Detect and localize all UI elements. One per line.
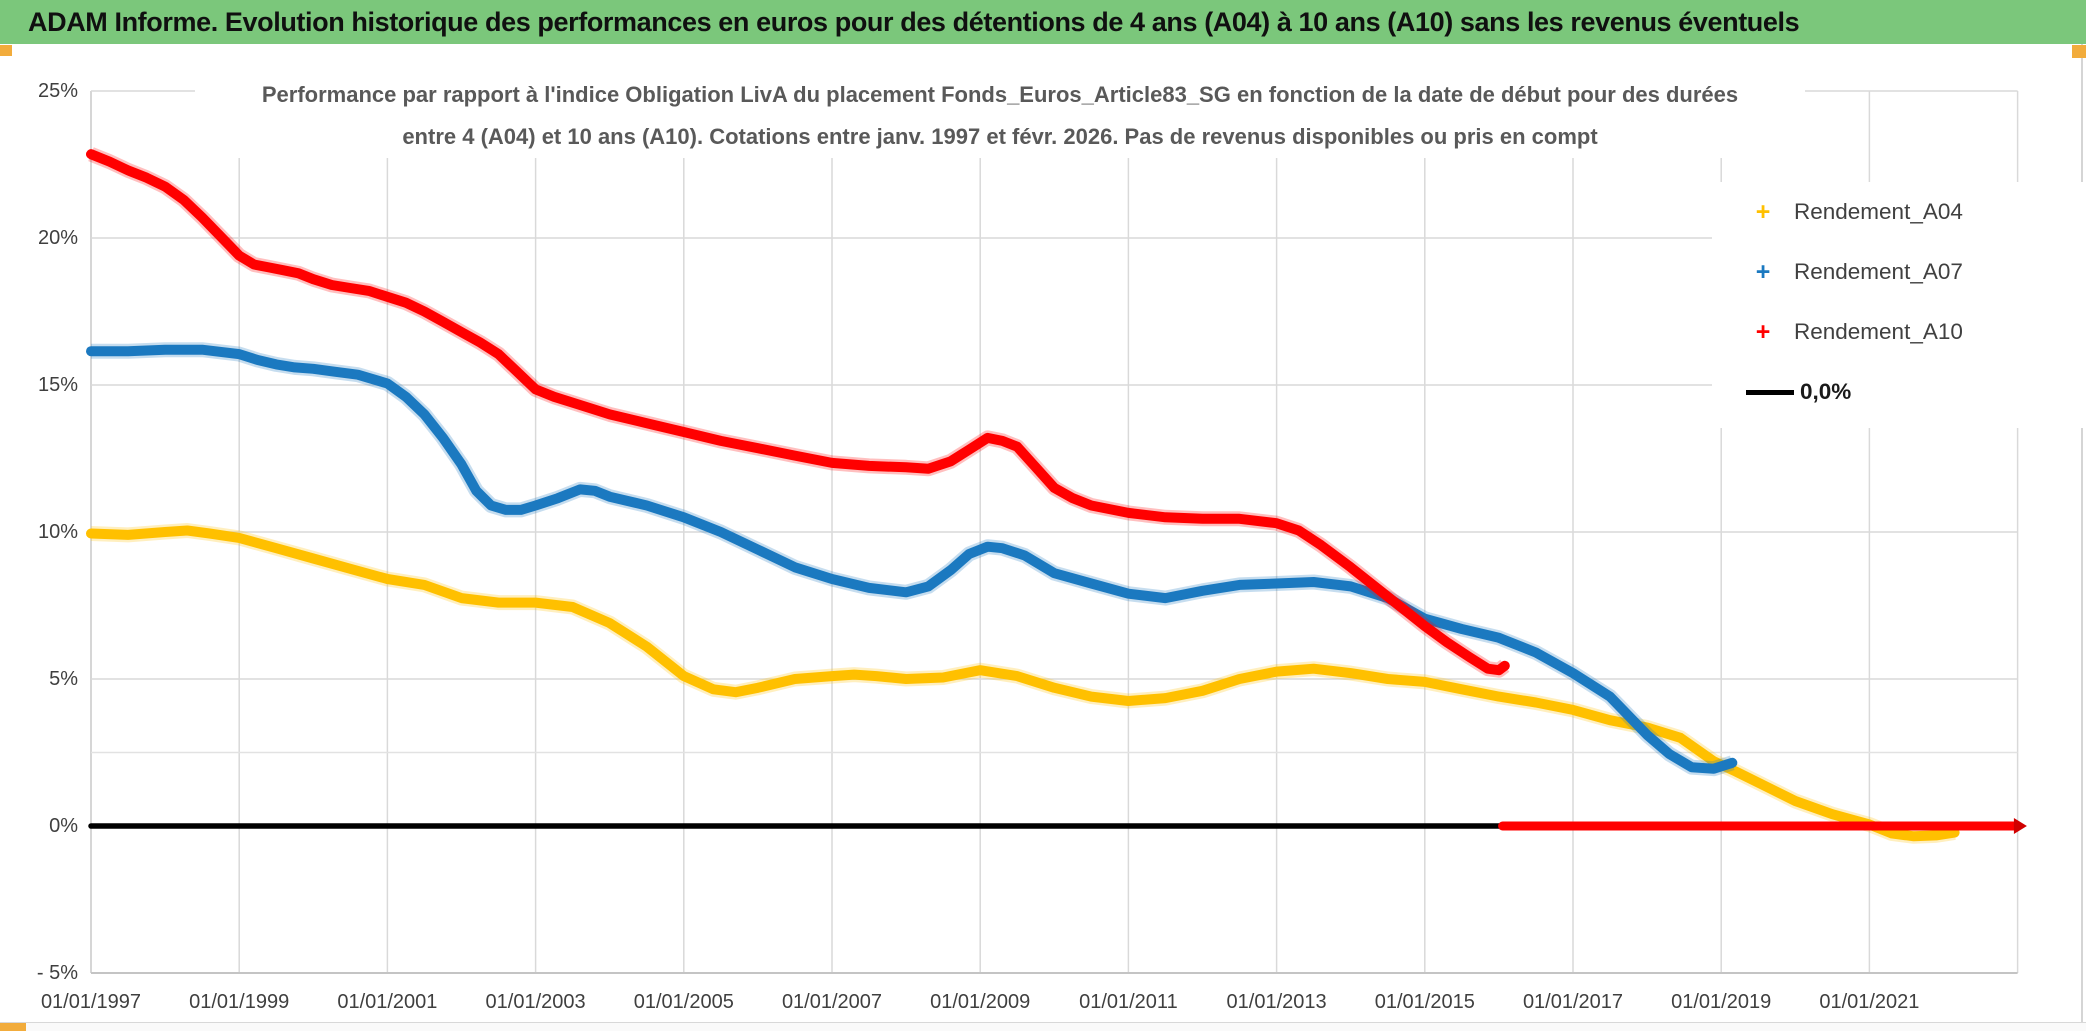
legend-label: Rendement_A04 [1794, 199, 1963, 224]
plus-marker-icon: + [1755, 317, 1771, 346]
chart-title: Performance par rapport à l'indice Oblig… [195, 74, 1805, 158]
y-axis-tick-label: 10% [37, 521, 78, 543]
legend-item-rendement-a04[interactable]: + Rendement_A04 [1712, 182, 2086, 242]
legend: + Rendement_A04 + Rendement_A07 + Rendem… [1712, 182, 2086, 428]
line-sample-icon [1746, 389, 1794, 395]
right-selection-handle [2072, 45, 2086, 58]
y-axis-tick-label: - 5% [36, 962, 78, 984]
scrollbar-thumb[interactable] [0, 1023, 26, 1031]
plus-marker-icon: + [1755, 257, 1771, 286]
chart-right-border [2081, 44, 2083, 1023]
legend-item-rendement-a07[interactable]: + Rendement_A07 [1712, 242, 2086, 302]
x-axis-tick-label: 01/01/2021 [1819, 991, 1920, 1013]
legend-label: 0,0% [1800, 379, 1852, 404]
x-axis-tick-label: 01/01/2009 [930, 991, 1031, 1013]
x-axis-tick-label: 01/01/2013 [1226, 991, 1327, 1013]
x-axis-tick-label: 01/01/2015 [1374, 991, 1475, 1013]
chart-title-line1: Performance par rapport à l'indice Oblig… [261, 82, 1739, 107]
series-Rendement_A10 [86, 149, 1510, 676]
y-axis-tick-label: 0% [49, 815, 78, 837]
x-axis-tick-label: 01/01/2007 [781, 991, 883, 1013]
x-axis-tick-label: 01/01/1997 [40, 991, 142, 1013]
x-axis-tick-label: 01/01/1999 [189, 991, 290, 1013]
series-Rendement_A04 [86, 525, 1960, 842]
title-bar: ADAM Informe. Evolution historique des p… [0, 0, 2086, 44]
series-halo-Rendement_A10 [88, 147, 1510, 678]
y-axis-tick-label: 20% [37, 227, 78, 249]
arrow-end-icon [2013, 818, 2027, 834]
legend-item-zero-line[interactable]: 0,0% [1712, 362, 2086, 422]
y-axis-tick-label: 15% [37, 374, 78, 396]
x-axis-tick-label: 01/01/2019 [1671, 991, 1772, 1013]
horizontal-scrollbar-track[interactable] [0, 1022, 2086, 1031]
left-selection-handle [0, 45, 12, 56]
x-axis-tick-label: 01/01/2001 [337, 991, 438, 1013]
plus-marker-icon: + [1755, 197, 1771, 226]
x-axis-tick-label: 01/01/2003 [485, 991, 586, 1013]
legend-label: Rendement_A07 [1794, 259, 1963, 284]
y-axis-tick-label: 5% [49, 668, 78, 690]
legend-label: Rendement_A10 [1794, 319, 1963, 344]
page-title: ADAM Informe. Evolution historique des p… [28, 6, 1800, 37]
x-axis-tick-label: 01/01/2017 [1522, 991, 1624, 1013]
chart-title-line2: entre 4 (A04) et 10 ans (A10). Cotations… [402, 124, 1598, 149]
y-axis-tick-label: 25% [37, 80, 78, 102]
x-axis-tick-label: 01/01/2005 [633, 991, 734, 1013]
series-Rendement_A07 [86, 344, 1738, 774]
legend-item-rendement-a10[interactable]: + Rendement_A10 [1712, 302, 2086, 362]
x-axis-tick-label: 01/01/2011 [1079, 991, 1178, 1013]
